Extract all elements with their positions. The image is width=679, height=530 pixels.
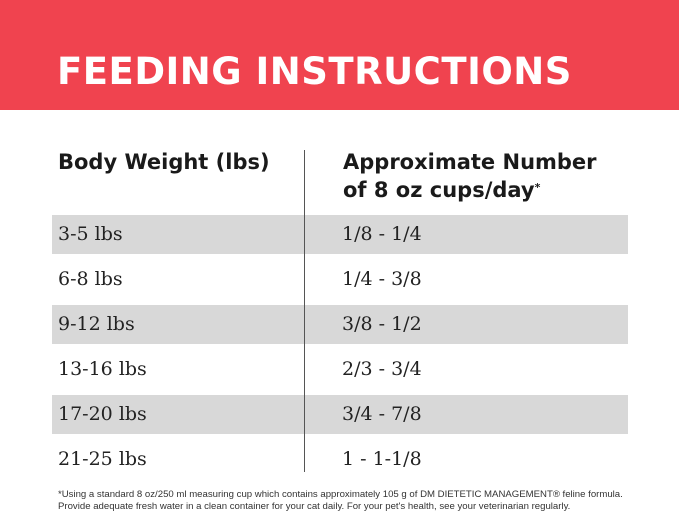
cups-cell: 2/3 - 3/4 (342, 358, 422, 380)
footnote: *Using a standard 8 oz/250 ml measuring … (58, 489, 623, 512)
table-row: 3-5 lbs 1/8 - 1/4 (52, 215, 628, 254)
title: FEEDING INSTRUCTIONS (57, 50, 572, 93)
column-header: Approximate Number of 8 oz cups/day* (343, 148, 597, 204)
header-banner: FEEDING INSTRUCTIONS (0, 0, 679, 110)
table-row: 17-20 lbs 3/4 - 7/8 (52, 395, 628, 434)
column-header-line: of 8 oz cups/day* (343, 176, 597, 204)
column-header: Body Weight (lbs) (58, 150, 270, 174)
weight-cell: 6-8 lbs (58, 268, 123, 290)
weight-cell: 17-20 lbs (58, 403, 147, 425)
table-row: 9-12 lbs 3/8 - 1/2 (52, 305, 628, 344)
cups-cell: 3/8 - 1/2 (342, 313, 422, 335)
weight-cell: 13-16 lbs (58, 358, 147, 380)
weight-cell: 9-12 lbs (58, 313, 135, 335)
column-header-text: of 8 oz cups/day (343, 178, 535, 202)
cups-cell: 1/8 - 1/4 (342, 223, 422, 245)
cups-cell: 1 - 1-1/8 (342, 448, 422, 470)
cups-cell: 3/4 - 7/8 (342, 403, 422, 425)
column-divider (304, 150, 305, 472)
cups-cell: 1/4 - 3/8 (342, 268, 422, 290)
weight-cell: 3-5 lbs (58, 223, 123, 245)
weight-cell: 21-25 lbs (58, 448, 147, 470)
column-header-line: Approximate Number (343, 150, 597, 174)
table-row: 13-16 lbs 2/3 - 3/4 (52, 350, 628, 389)
table-row: 21-25 lbs 1 - 1-1/8 (52, 440, 628, 479)
footnote-mark: * (534, 181, 541, 194)
table-row: 6-8 lbs 1/4 - 3/8 (52, 260, 628, 299)
